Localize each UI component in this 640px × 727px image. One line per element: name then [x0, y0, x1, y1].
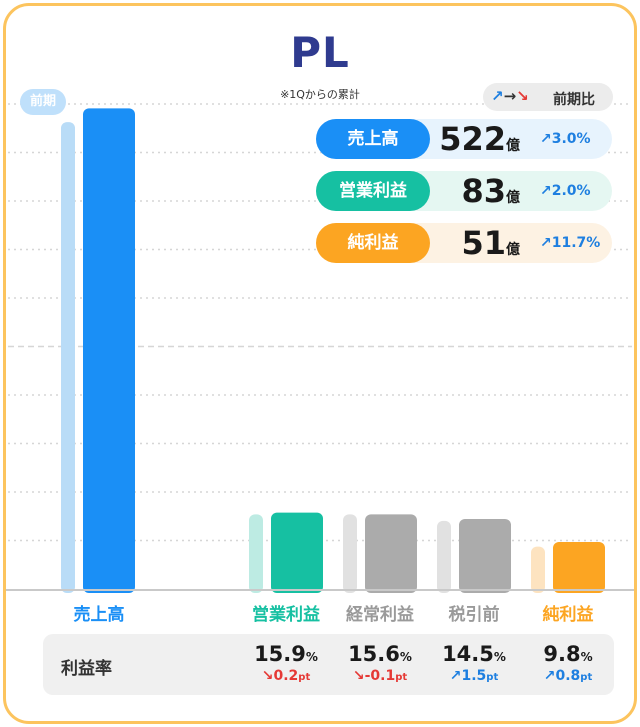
bar-current-net — [553, 542, 605, 593]
margin-net: 9.8% ↗0.8pt — [543, 642, 593, 684]
bar-current-sales — [83, 108, 135, 594]
bar-prev-operating — [249, 514, 263, 593]
bar-current-pretax — [459, 519, 511, 593]
bar-prev-net — [531, 546, 545, 593]
margin-title: 利益率 — [61, 659, 112, 679]
bars — [61, 108, 605, 594]
summary-row-value: 51億 — [461, 224, 520, 262]
arrow-right-icon: → — [503, 87, 517, 105]
arrow-down-icon: ↘ — [352, 668, 365, 684]
summary-row-value: 83億 — [461, 172, 520, 210]
summary-row-sales: 売上高 522億 ↗3.0% — [316, 119, 612, 159]
bar-current-ordinary — [365, 514, 417, 593]
page-title: PL — [290, 28, 350, 77]
margin-pretax: 14.5% ↗1.5pt — [442, 642, 506, 684]
page-subtitle: ※1Qからの累計 — [280, 88, 360, 101]
arrow-up-icon: ↗ — [491, 87, 504, 105]
margin-operating: 15.9% ↘0.2pt — [254, 642, 318, 684]
summary-row-label: 営業利益 — [316, 171, 430, 211]
category-label-operating: 営業利益 — [252, 605, 320, 625]
arrow-down-icon: ↘ — [261, 668, 274, 684]
bar-prev-pretax — [437, 520, 451, 593]
prev-period-badge: 前期 — [20, 89, 66, 115]
bar-prev-sales — [61, 122, 75, 593]
summary-row-net: 純利益 51億 ↗11.7% — [316, 223, 612, 263]
profit-margin-strip: 利益率 15.9% ↘0.2pt 15.6% ↘-0.1pt 14.5% ↗1.… — [43, 634, 614, 695]
bar-current-operating — [271, 512, 323, 593]
summary-row-change: ↗2.0% — [540, 183, 591, 199]
arrow-down-icon: ↘ — [516, 87, 529, 105]
category-label-net: 純利益 — [542, 605, 594, 625]
legend-arrows: ↗→↘ — [491, 87, 529, 105]
summary-row-change: ↗3.0% — [540, 131, 591, 147]
margin-ordinary: 15.6% ↘-0.1pt — [348, 642, 412, 684]
bar-prev-ordinary — [343, 514, 357, 593]
category-label-pretax: 税引前 — [448, 605, 500, 625]
arrow-up-icon: ↗ — [449, 668, 462, 684]
summary-row-label: 売上高 — [316, 119, 430, 159]
legend-label: 前期比 — [553, 92, 595, 108]
category-label-sales: 売上高 — [73, 605, 125, 625]
arrow-up-icon: ↗ — [543, 668, 556, 684]
summary-row-operating: 営業利益 83億 ↗2.0% — [316, 171, 612, 211]
summary-row-label: 純利益 — [316, 223, 430, 263]
category-label-ordinary: 経常利益 — [346, 605, 414, 625]
summary-row-value: 522億 — [439, 120, 520, 158]
summary-row-change: ↗11.7% — [540, 235, 601, 251]
yoy-legend: ↗→↘ 前期比 — [483, 83, 613, 111]
